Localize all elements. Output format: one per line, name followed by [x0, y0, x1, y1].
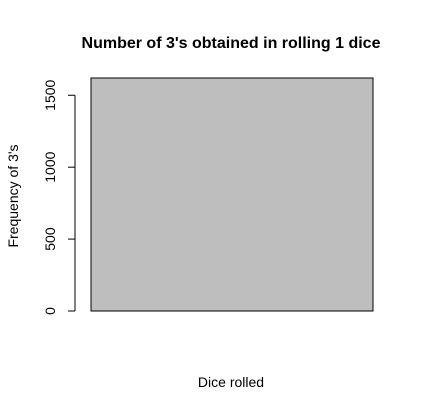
x-axis-label: Dice rolled — [198, 374, 264, 390]
bars — [90, 77, 374, 312]
bar — [90, 77, 374, 312]
y-tick-label: 0 — [42, 307, 58, 315]
y-axis: 0 500 1000 1500 — [42, 79, 76, 315]
y-axis-label: Frequency of 3's — [5, 144, 21, 247]
y-tick-label: 500 — [42, 227, 58, 251]
chart-title: Number of 3's obtained in rolling 1 dice — [82, 35, 381, 52]
y-tick-label: 1000 — [42, 151, 58, 182]
y-tick-label: 1500 — [42, 79, 58, 110]
